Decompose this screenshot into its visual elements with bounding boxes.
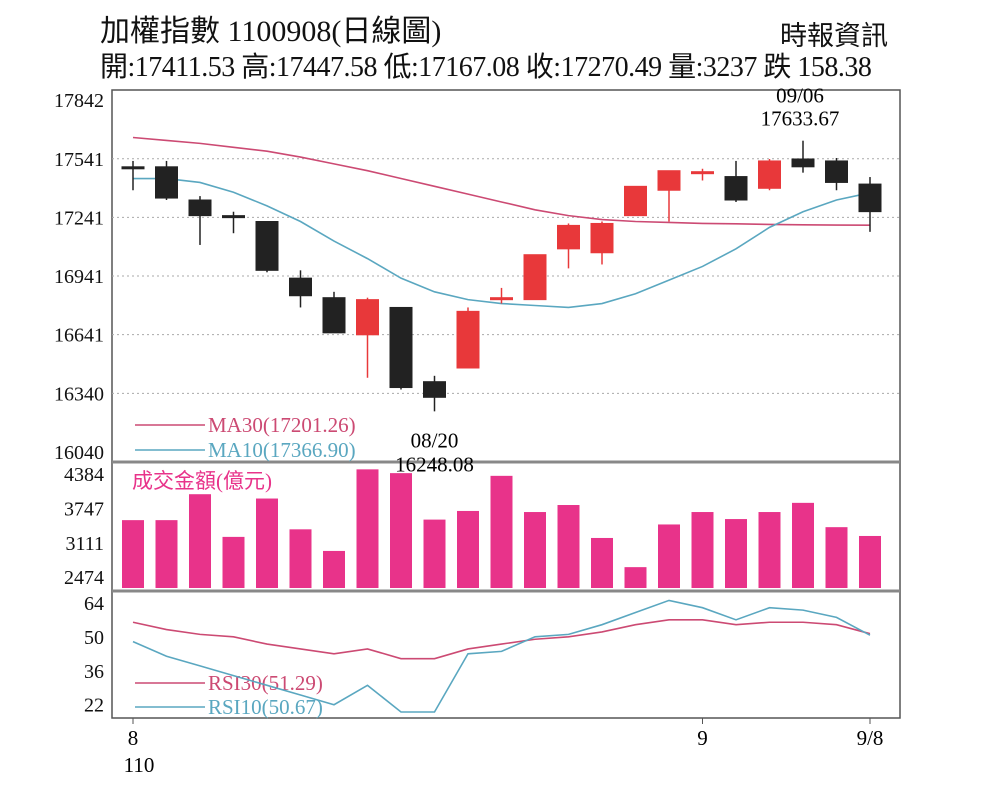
chart-frame xyxy=(111,89,901,719)
candle-down xyxy=(121,166,145,170)
grid xyxy=(112,158,900,394)
volume-tick-label: 3747 xyxy=(64,498,104,520)
candle-up xyxy=(490,297,513,301)
price-tick-label: 17842 xyxy=(54,90,104,112)
candle-up xyxy=(691,171,714,175)
volume-bar xyxy=(222,536,245,588)
volume-tick-label: 2474 xyxy=(64,567,104,589)
high-date-label: 09/06 xyxy=(776,84,824,108)
volume-title: 成交金額(億元) xyxy=(132,469,272,493)
candle-down xyxy=(791,158,815,168)
volume-bar xyxy=(524,512,546,588)
low-date-label: 08/20 xyxy=(411,428,459,452)
volume-bar xyxy=(457,510,479,588)
volume-bar xyxy=(189,494,211,588)
candle-up xyxy=(657,170,681,191)
volume-bar xyxy=(624,567,647,588)
price-tick-label: 17541 xyxy=(54,149,104,171)
volume-bar xyxy=(323,550,345,588)
chart-title: 加權指數 1100908(日線圖) xyxy=(100,15,442,48)
candle-up xyxy=(523,254,547,301)
candle-down xyxy=(255,221,279,271)
ohlc-summary: 開:17411.53 高:17447.58 低:17167.08 收:17270… xyxy=(100,52,872,83)
rsi-tick-label: 50 xyxy=(84,627,104,649)
x-tick-label: 8 xyxy=(128,726,139,750)
candles xyxy=(121,140,882,412)
price-tick-label: 16641 xyxy=(54,325,104,347)
candle-down xyxy=(289,277,312,297)
candle-up xyxy=(356,299,379,336)
price-tick-label: 16941 xyxy=(54,266,104,288)
ma30-line xyxy=(132,136,871,226)
volume-bar xyxy=(423,519,446,588)
candle-down xyxy=(858,183,882,213)
volume-bar xyxy=(390,473,412,588)
volume-bar xyxy=(758,512,781,588)
rsi30-line xyxy=(132,619,871,660)
rsi10-line xyxy=(132,599,871,713)
volume-tick-label: 4384 xyxy=(64,464,104,486)
volume-bar xyxy=(490,475,513,588)
volume-bar xyxy=(155,520,178,588)
high-value-label: 17633.67 xyxy=(761,107,840,131)
candle-down xyxy=(389,306,413,389)
rsi-tick-label: 36 xyxy=(84,661,104,683)
year-label: 110 xyxy=(124,753,155,777)
candle-up xyxy=(557,224,580,250)
candle-down xyxy=(423,381,446,398)
rsi-tick-label: 64 xyxy=(84,593,104,615)
candle-up xyxy=(456,310,480,369)
legend-label: MA10(17366.90) xyxy=(208,438,356,462)
candle-up xyxy=(758,160,781,189)
volume-bar xyxy=(658,524,680,588)
volume-bar xyxy=(859,535,881,588)
candle-down xyxy=(222,215,245,219)
candle-down xyxy=(188,199,212,217)
rsi-tick-label: 22 xyxy=(84,695,104,717)
volume-bar xyxy=(691,512,714,588)
volume-bar xyxy=(557,505,580,588)
candle-up xyxy=(590,222,614,254)
volume-bar xyxy=(356,469,379,588)
price-tick-label: 16340 xyxy=(54,383,104,405)
source-label: 時報資訊 xyxy=(780,21,888,51)
volume-bar xyxy=(289,529,312,588)
volume-bars xyxy=(122,469,881,588)
legend-label: MA30(17201.26) xyxy=(208,413,356,437)
x-tick-label: 9/8 xyxy=(857,726,884,750)
candle-down xyxy=(155,166,178,199)
candle-down xyxy=(322,297,346,334)
volume-bar xyxy=(825,527,848,588)
low-value-label: 16248.08 xyxy=(395,452,474,476)
volume-bar xyxy=(725,519,747,588)
volume-bar xyxy=(591,537,613,588)
volume-bar xyxy=(792,502,814,588)
rsi-legend-label: RSI30(51.29) xyxy=(208,671,323,695)
volume-tick-label: 3111 xyxy=(65,533,104,555)
candle-down xyxy=(825,160,848,183)
candle-up xyxy=(624,185,647,217)
volume-bar xyxy=(256,498,278,588)
price-tick-label: 16040 xyxy=(54,442,104,464)
volume-bar xyxy=(122,520,144,588)
rsi-lines: RSI30(51.29)RSI10(50.67) xyxy=(132,599,871,719)
candle-down xyxy=(724,176,748,201)
rsi-legend-label: RSI10(50.67) xyxy=(208,695,323,719)
x-tick-label: 9 xyxy=(697,726,708,750)
price-tick-label: 17241 xyxy=(54,207,104,229)
